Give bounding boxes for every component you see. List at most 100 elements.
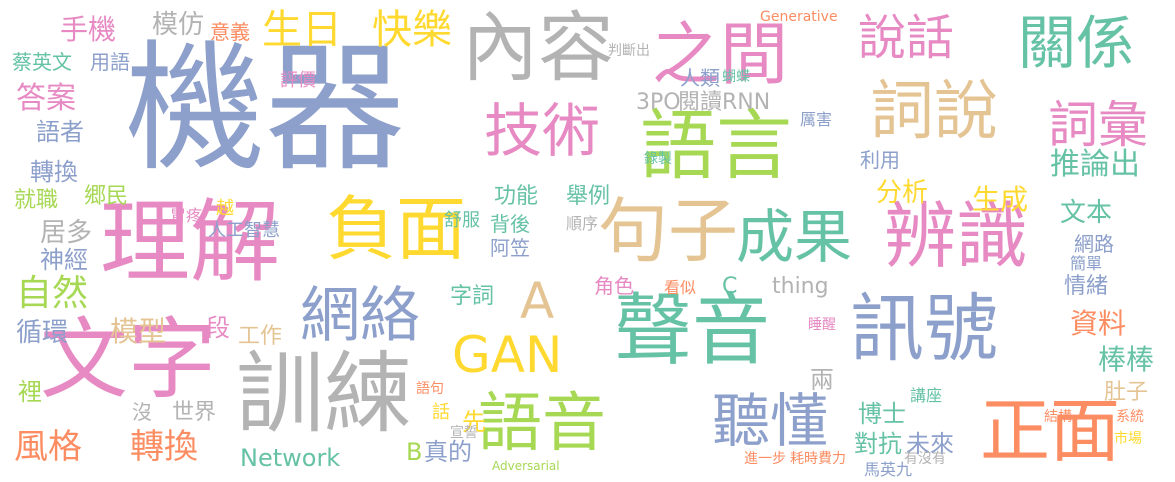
cloud-word: thing	[772, 274, 829, 299]
cloud-word: 系統	[1116, 409, 1144, 425]
cloud-word: 轉換	[130, 427, 198, 467]
cloud-word: 轉換	[30, 158, 78, 186]
cloud-word: 人類	[680, 66, 720, 90]
cloud-word: 內容	[462, 3, 614, 92]
cloud-word: 判斷出	[608, 43, 650, 59]
cloud-word: 結構	[1044, 409, 1072, 425]
cloud-word: 機器	[125, 28, 406, 191]
cloud-word: 裡	[18, 378, 42, 406]
cloud-word: 講座	[910, 386, 943, 405]
cloud-word: 訓練	[236, 342, 413, 445]
cloud-word: 關係	[1018, 9, 1135, 77]
cloud-word: 舉例	[566, 184, 611, 209]
cloud-word: 睡醒	[808, 317, 836, 333]
cloud-word: 生成	[972, 183, 1029, 216]
cloud-word: 句子	[598, 190, 738, 272]
cloud-word: C	[722, 274, 738, 299]
cloud-word: 聽懂	[712, 387, 829, 455]
cloud-word: 蔡英文	[12, 50, 72, 74]
cloud-word: 成果	[736, 203, 853, 271]
cloud-word: 詞彙	[1048, 96, 1148, 154]
cloud-word: 分析	[876, 178, 929, 208]
cloud-word: GAN	[452, 326, 563, 384]
cloud-word: 對抗	[854, 430, 902, 458]
cloud-word: 肚子	[1104, 380, 1149, 405]
cloud-word: 沒	[132, 400, 152, 424]
cloud-word: 厲害	[800, 110, 833, 129]
cloud-word: 聲音	[614, 286, 771, 376]
cloud-word: 手機	[60, 13, 117, 46]
cloud-word: 訊號	[850, 286, 998, 372]
cloud-word: 居多	[40, 218, 93, 248]
cloud-word: 正面	[980, 390, 1120, 472]
cloud-word: 快樂	[372, 7, 452, 53]
cloud-word: A	[520, 272, 555, 330]
cloud-word: 利用	[860, 148, 900, 172]
cloud-word: 有沒有	[904, 451, 946, 467]
cloud-word: 循環	[16, 318, 69, 348]
cloud-word: 馬英九	[864, 460, 913, 479]
cloud-word: 之間	[652, 16, 789, 95]
cloud-word: 阿笠	[490, 236, 530, 260]
cloud-word: 未來	[906, 430, 954, 458]
cloud-word: 用語	[90, 50, 130, 74]
cloud-word: 神經	[40, 246, 88, 274]
cloud-word: 答案	[16, 81, 76, 116]
cloud-word: 推論出	[1050, 147, 1140, 182]
cloud-word: 語音	[478, 387, 606, 461]
cloud-word: 耗時費力	[790, 451, 846, 467]
cloud-word: 語句	[416, 381, 444, 397]
cloud-word: 詞說	[870, 75, 998, 149]
cloud-word: 自然	[16, 273, 89, 314]
cloud-word: 簡單	[1070, 254, 1103, 273]
cloud-word: 技術	[484, 97, 601, 165]
cloud-word: 看似	[664, 278, 697, 297]
cloud-word: 語者	[36, 118, 84, 146]
cloud-word: 先	[462, 408, 486, 436]
cloud-word: 網路	[1074, 232, 1114, 256]
cloud-word: 負面	[326, 188, 466, 270]
cloud-word: 蝴蝶	[722, 69, 750, 85]
cloud-word: 郷民	[84, 184, 129, 209]
cloud-word: 理解	[100, 190, 280, 295]
cloud-word: 模型	[110, 315, 167, 348]
cloud-word: 生日	[262, 7, 342, 53]
cloud-word: 模仿	[152, 10, 205, 40]
cloud-word: 字詞	[450, 284, 495, 309]
cloud-word: 話	[432, 402, 450, 423]
cloud-word: 意義	[210, 20, 250, 44]
cloud-word: 網絡	[300, 281, 420, 351]
cloud-word: 人工智慧	[208, 220, 280, 241]
cloud-word: 文字	[40, 308, 217, 411]
cloud-word: 胃疼	[170, 206, 203, 225]
cloud-word: 兩	[810, 366, 834, 394]
cloud-word: B	[406, 438, 423, 466]
cloud-word: 背後	[490, 212, 530, 236]
cloud-word: 評價	[280, 70, 316, 91]
cloud-word: 宣誓	[450, 425, 478, 441]
cloud-word: Network	[240, 444, 341, 472]
cloud-word: 閱讀	[678, 90, 723, 115]
cloud-word: 資料	[1070, 307, 1127, 340]
cloud-word: 角色	[594, 274, 634, 298]
cloud-word: Generative	[760, 9, 838, 25]
cloud-word: 說話	[858, 10, 955, 66]
cloud-word: 3PO	[636, 90, 681, 115]
cloud-word: 文本	[1060, 198, 1113, 228]
cloud-word: 語言	[640, 101, 792, 190]
cloud-word: 一段	[182, 314, 230, 342]
cloud-word: 博士	[858, 400, 906, 428]
cloud-word: 進一步	[744, 451, 786, 467]
cloud-word: 世界	[172, 400, 217, 425]
cloud-word: 功能	[494, 184, 539, 209]
cloud-word: 風格	[14, 427, 82, 467]
cloud-word: 舒服	[444, 210, 480, 231]
cloud-word: RNN	[722, 90, 771, 115]
cloud-word: 市場	[1114, 431, 1142, 447]
cloud-word: 就職	[14, 188, 59, 213]
cloud-word: 辨識	[884, 194, 1029, 278]
cloud-word: 情緒	[1064, 274, 1109, 299]
cloud-word: 順序	[566, 214, 599, 233]
cloud-word: 錄製	[644, 151, 672, 167]
